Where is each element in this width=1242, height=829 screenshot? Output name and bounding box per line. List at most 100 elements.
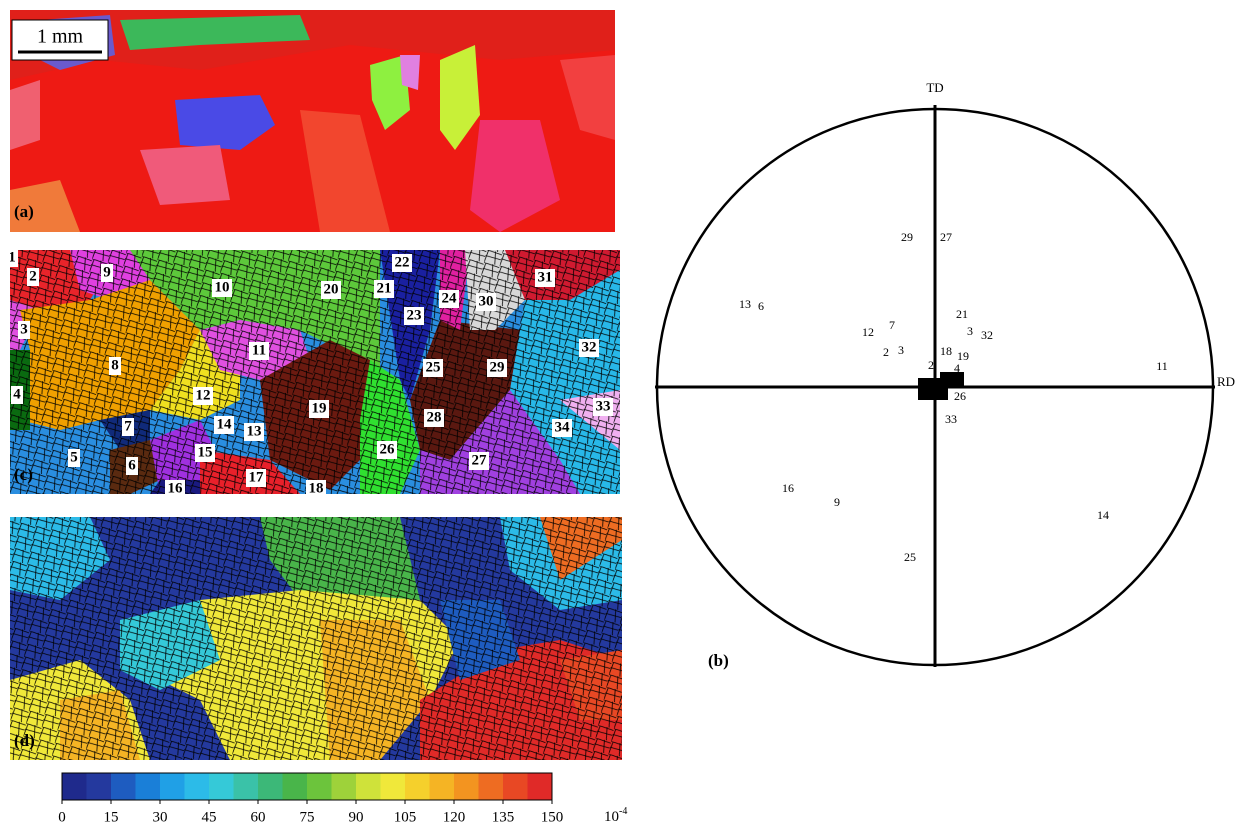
colorbar-swatch bbox=[380, 773, 406, 800]
pole-label: 11 bbox=[1156, 359, 1168, 373]
grain-label: 25 bbox=[426, 359, 441, 375]
grain-label-box bbox=[246, 469, 266, 487]
pole-label: 2 bbox=[928, 358, 934, 372]
grain-label-box bbox=[487, 359, 507, 377]
colorbar-swatch bbox=[160, 773, 185, 800]
grain-label: 6 bbox=[128, 457, 136, 473]
grain-label: 30 bbox=[479, 293, 494, 309]
grain-label-box bbox=[193, 387, 213, 405]
grain-label: 15 bbox=[198, 444, 213, 460]
axis-label: TD bbox=[926, 80, 943, 95]
grain-label: 27 bbox=[472, 452, 488, 468]
grain-label: 31 bbox=[538, 269, 553, 285]
pole-label: 33 bbox=[945, 412, 957, 426]
axis-label: RD bbox=[1217, 374, 1235, 389]
grain-label-box bbox=[109, 357, 121, 375]
grain-label-box bbox=[101, 264, 113, 282]
colorbar-swatch bbox=[209, 773, 234, 800]
grain-label-box bbox=[469, 452, 489, 470]
grain-label: 24 bbox=[442, 290, 458, 306]
grain-label: 32 bbox=[582, 339, 597, 355]
grain-label: 13 bbox=[247, 423, 262, 439]
grain-label: 21 bbox=[377, 280, 392, 296]
pole-label: 27 bbox=[940, 230, 952, 244]
colorbar-tick-label: 105 bbox=[394, 809, 417, 825]
colorbar-swatch bbox=[111, 773, 136, 800]
pole-label: 13 bbox=[739, 297, 751, 311]
pole-label: 7 bbox=[889, 318, 895, 332]
colorbar-tick-label: 0 bbox=[58, 809, 66, 825]
colorbar: 0 15 30 45 60 75 90 105 120 135 150 bbox=[58, 772, 563, 825]
grain-label: 12 bbox=[196, 387, 211, 403]
grain-label: 26 bbox=[380, 441, 396, 457]
panel-label: (a) bbox=[14, 202, 34, 221]
grain-label-box bbox=[18, 321, 30, 339]
pole-label: 3 bbox=[967, 324, 973, 338]
colorbar-swatch bbox=[233, 773, 259, 800]
colorbar-swatch bbox=[454, 773, 479, 800]
colorbar-swatch bbox=[307, 773, 332, 800]
pole-label: 2 bbox=[883, 345, 889, 359]
pole-label: 16 bbox=[782, 481, 794, 495]
colorbar-tick-label: 75 bbox=[300, 809, 315, 825]
colorbar-tick-label: 60 bbox=[251, 809, 266, 825]
grain-label-box bbox=[424, 409, 444, 427]
pole-label: 18 bbox=[940, 344, 952, 358]
pole-label: 26 bbox=[954, 389, 966, 403]
pole-label: 9 bbox=[834, 495, 840, 509]
colorbar-swatch bbox=[478, 773, 504, 800]
grain-label: 22 bbox=[395, 254, 410, 270]
colorbar-swatch bbox=[331, 773, 357, 800]
grain-label-box bbox=[439, 290, 459, 308]
grain-label-box bbox=[593, 398, 613, 416]
grain-label: 11 bbox=[252, 342, 266, 358]
grain-label: 8 bbox=[111, 357, 119, 373]
colorbar-swatch bbox=[429, 773, 455, 800]
colorbar-swatch bbox=[62, 773, 87, 800]
grain-label: 14 bbox=[217, 416, 233, 432]
grain-label: 1 bbox=[8, 249, 16, 265]
grain-label-box bbox=[579, 339, 599, 357]
colorbar-swatch bbox=[356, 773, 381, 800]
grain-label-box bbox=[212, 279, 232, 297]
grain-label: 23 bbox=[407, 307, 422, 323]
grain-label-box bbox=[195, 444, 215, 462]
colorbar-swatch bbox=[282, 773, 308, 800]
grain-label-box bbox=[374, 280, 394, 298]
colorbar-swatch bbox=[184, 773, 210, 800]
grain-label-box bbox=[27, 268, 39, 286]
grain-label: 33 bbox=[596, 398, 611, 414]
ebsd-map: 1 mm (a) bbox=[10, 10, 615, 232]
grain-label-box bbox=[249, 342, 269, 360]
grain-label-box bbox=[165, 480, 185, 494]
pole-label: 32 bbox=[981, 328, 993, 342]
colorbar-swatch bbox=[135, 773, 161, 800]
pole-label: 25 bbox=[904, 550, 916, 564]
colorbar-swatch bbox=[527, 773, 553, 800]
grain-label-box bbox=[535, 269, 555, 287]
pole-label: 29 bbox=[901, 230, 913, 244]
colorbar-tick-label: 45 bbox=[202, 809, 217, 825]
grain-label-box bbox=[122, 418, 134, 436]
grain-label: 28 bbox=[427, 409, 442, 425]
grain-label: 20 bbox=[324, 281, 339, 297]
colorbar-tick-label: 135 bbox=[492, 809, 515, 825]
grain-label: 7 bbox=[124, 418, 132, 434]
grain-label-box bbox=[404, 307, 424, 325]
grain-label: 2 bbox=[29, 268, 37, 284]
colorbar-tick-label: 15 bbox=[104, 809, 119, 825]
grain-label-box bbox=[309, 400, 329, 418]
colorbar-swatch bbox=[258, 773, 283, 800]
unit-base: 10 bbox=[604, 809, 619, 825]
pole-label: 3 bbox=[898, 343, 904, 357]
grain-label-box bbox=[377, 441, 397, 459]
grain-label-box bbox=[10, 250, 18, 267]
unit-exponent: -4 bbox=[619, 806, 627, 817]
colorbar-swatch bbox=[86, 773, 112, 800]
grain-label: 3 bbox=[20, 321, 28, 337]
grain-label: 10 bbox=[215, 279, 230, 295]
panel-label: (b) bbox=[708, 651, 729, 670]
grain-label-box bbox=[423, 359, 443, 377]
